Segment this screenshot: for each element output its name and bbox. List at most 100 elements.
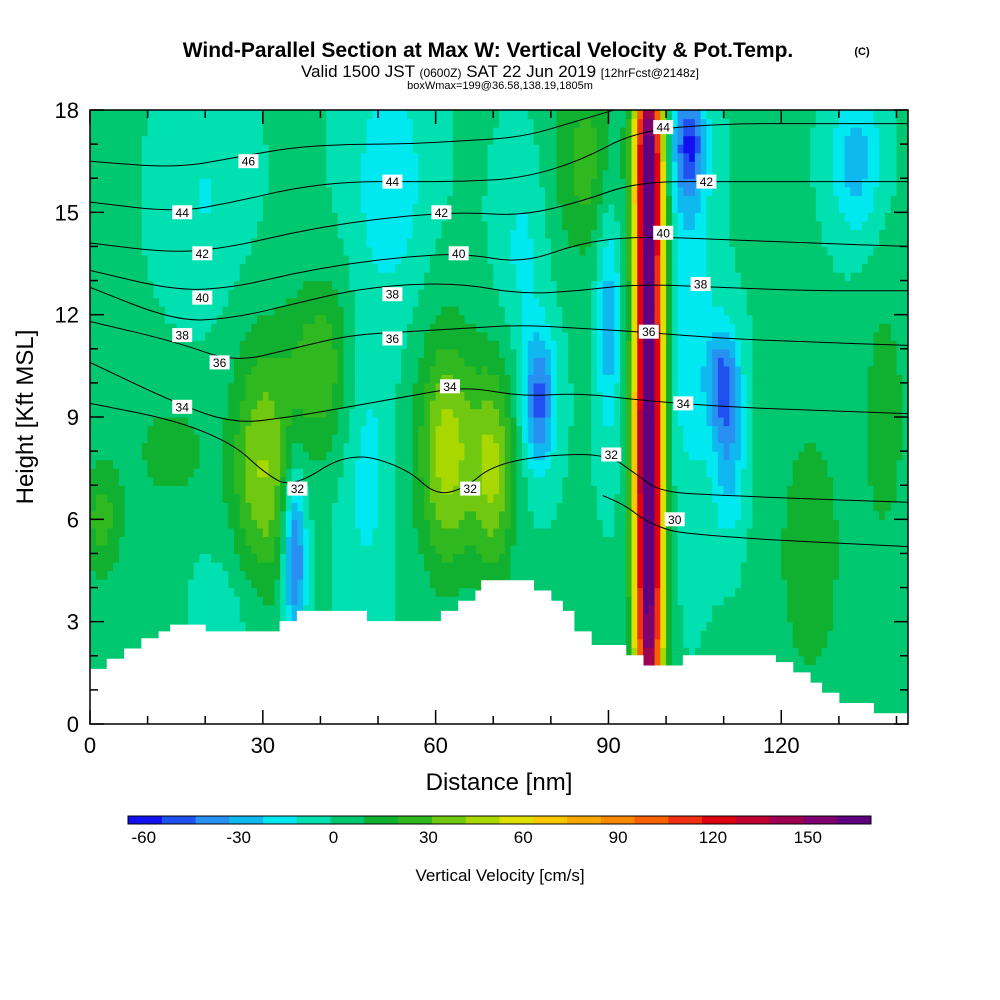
velocity-cell	[856, 664, 863, 674]
velocity-cell	[205, 596, 212, 606]
velocity-cell	[821, 587, 828, 597]
velocity-cell	[856, 425, 863, 435]
velocity-cell	[827, 485, 834, 495]
velocity-cell	[499, 468, 506, 478]
velocity-cell	[262, 459, 270, 469]
velocity-cell	[205, 536, 212, 546]
velocity-cell	[827, 442, 834, 452]
velocity-cell	[654, 468, 661, 478]
velocity-cell	[234, 579, 241, 589]
velocity-cell	[118, 604, 126, 614]
velocity-cell	[591, 476, 598, 486]
velocity-cell	[856, 544, 863, 555]
velocity-cell	[614, 630, 621, 640]
velocity-cell	[539, 468, 546, 478]
velocity-cell	[95, 621, 103, 631]
velocity-cell	[424, 425, 431, 435]
velocity-cell	[637, 476, 644, 486]
velocity-cell	[838, 519, 846, 529]
velocity-cell	[222, 476, 229, 486]
velocity-cell	[395, 510, 402, 520]
velocity-cell	[798, 655, 805, 665]
velocity-cell	[654, 570, 661, 580]
velocity-cell	[464, 570, 471, 580]
velocity-cell	[130, 613, 137, 623]
velocity-cell	[412, 596, 419, 606]
velocity-cell	[643, 553, 650, 563]
velocity-cell	[752, 613, 759, 623]
velocity-cell	[90, 596, 97, 606]
velocity-cell	[608, 485, 615, 495]
velocity-cell	[395, 519, 402, 529]
velocity-cell	[787, 570, 794, 580]
velocity-cell	[141, 544, 149, 555]
velocity-cell	[107, 519, 114, 529]
velocity-cell	[406, 434, 414, 444]
velocity-cell	[694, 442, 702, 452]
velocity-cell	[775, 613, 782, 623]
velocity-cell	[884, 638, 892, 648]
velocity-cell	[378, 510, 385, 520]
velocity-cell	[879, 630, 886, 640]
velocity-cell	[827, 630, 834, 640]
velocity-cell	[447, 425, 454, 435]
velocity-cell	[349, 596, 356, 606]
velocity-cell	[239, 459, 247, 469]
velocity-cell	[671, 459, 679, 469]
velocity-cell	[210, 442, 218, 452]
velocity-cell	[101, 621, 108, 631]
velocity-cell	[251, 596, 258, 606]
velocity-cell	[815, 604, 823, 614]
velocity-cell	[787, 476, 794, 486]
velocity-cell	[648, 587, 656, 597]
velocity-cell	[614, 527, 621, 537]
velocity-cell	[700, 536, 707, 546]
velocity-cell	[349, 536, 356, 546]
velocity-cell	[896, 442, 903, 452]
velocity-cell	[856, 519, 863, 529]
velocity-cell	[827, 519, 834, 529]
velocity-cell	[285, 587, 293, 597]
velocity-cell	[545, 459, 552, 469]
velocity-cell	[401, 613, 408, 623]
velocity-cell	[879, 604, 886, 614]
velocity-cell	[792, 442, 800, 452]
velocity-cell	[821, 672, 828, 682]
velocity-cell	[118, 434, 126, 444]
velocity-cell	[867, 459, 875, 469]
velocity-cell	[752, 596, 759, 606]
velocity-cell	[331, 476, 339, 486]
velocity-cell	[821, 553, 828, 563]
velocity-cell	[844, 587, 851, 597]
velocity-cell	[406, 502, 414, 512]
velocity-cell	[838, 493, 846, 503]
velocity-cell	[389, 442, 396, 452]
velocity-cell	[815, 544, 823, 555]
velocity-cell	[113, 621, 120, 631]
velocity-cell	[781, 476, 788, 486]
velocity-cell	[568, 519, 575, 529]
velocity-cell	[781, 579, 788, 589]
velocity-cell	[550, 485, 558, 495]
velocity-cell	[625, 587, 633, 597]
velocity-cell	[470, 519, 477, 529]
velocity-cell	[510, 527, 517, 537]
velocity-cell	[349, 570, 356, 580]
velocity-cell	[792, 604, 800, 614]
velocity-cell	[677, 638, 684, 648]
velocity-cell	[303, 561, 310, 572]
velocity-cell	[406, 442, 414, 452]
velocity-cell	[579, 485, 587, 495]
velocity-cell	[95, 664, 103, 674]
velocity-cell	[879, 596, 886, 606]
velocity-cell	[573, 451, 581, 461]
velocity-cell	[331, 510, 339, 520]
velocity-cell	[118, 596, 126, 606]
velocity-cell	[787, 553, 794, 563]
velocity-cell	[884, 655, 892, 665]
velocity-cell	[493, 527, 500, 537]
velocity-cell	[101, 561, 108, 572]
velocity-cell	[424, 544, 431, 555]
velocity-cell	[262, 451, 270, 461]
velocity-cell	[464, 442, 471, 452]
